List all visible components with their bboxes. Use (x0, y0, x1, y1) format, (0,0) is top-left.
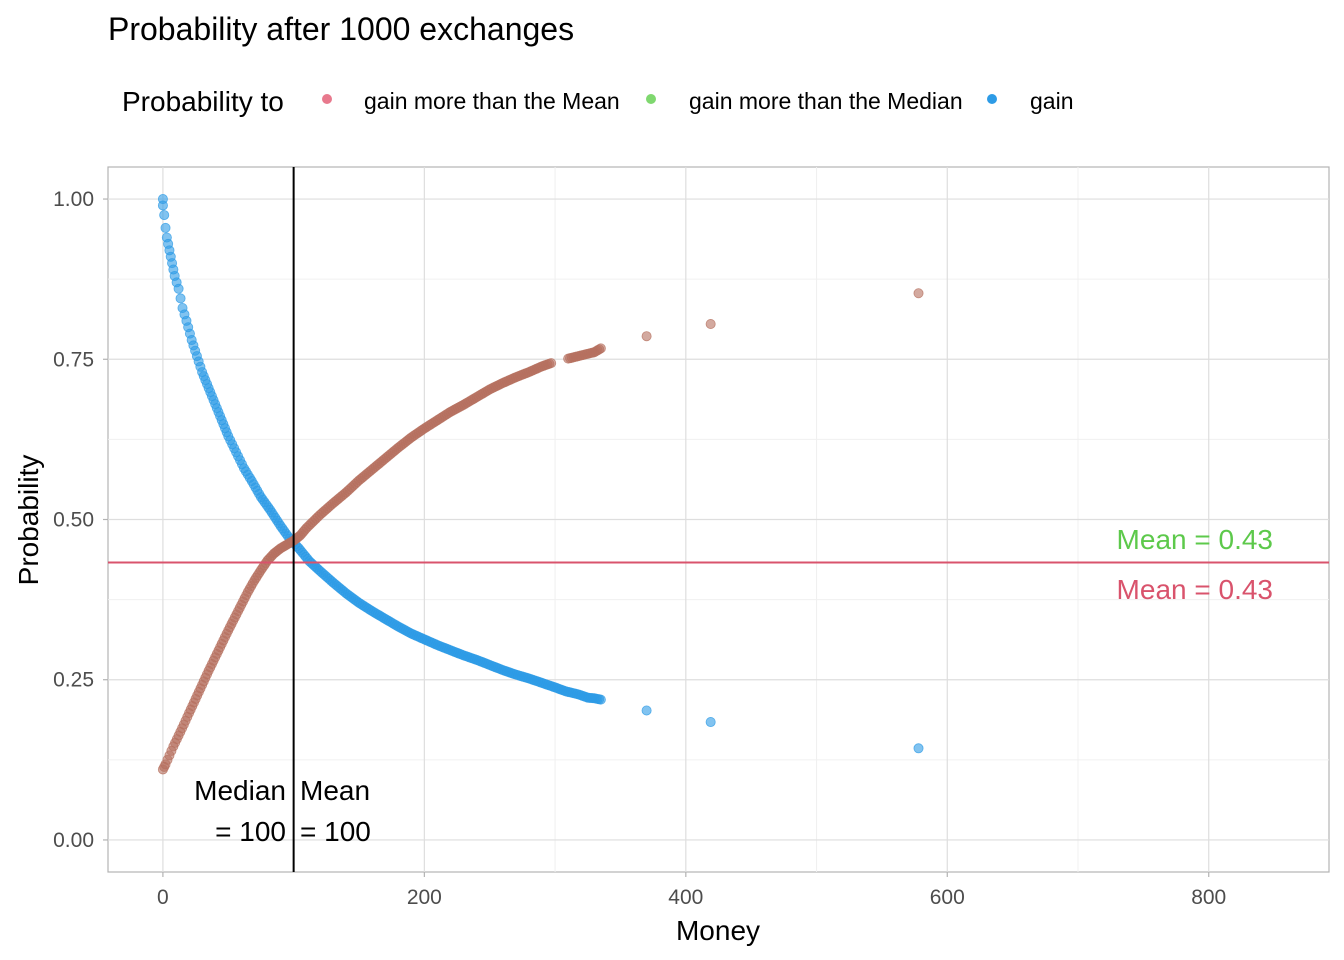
data-point (157, 200, 168, 211)
reference-lines (108, 167, 1329, 872)
legend-item-mean: gain more than the Mean (322, 88, 620, 114)
legend-key-median (646, 94, 656, 104)
legend-item-gain: gain (987, 88, 1073, 114)
chart-title: Probability after 1000 exchanges (108, 11, 574, 47)
y-tick-label: 0.25 (53, 669, 94, 692)
data-point (175, 293, 186, 304)
data-point (913, 743, 924, 754)
annotations: Median = 100 Mean = 100 Mean = 0.43 Mean… (194, 524, 1273, 847)
x-axis-title: Money (676, 915, 760, 946)
legend-label-median: gain more than the Median (689, 88, 963, 114)
median-annotation-line1: Median (194, 775, 286, 806)
x-tick-label: 0 (157, 886, 169, 909)
mean-label-red: Mean = 0.43 (1117, 574, 1273, 605)
data-point (641, 705, 652, 716)
y-tick-label: 1.00 (53, 188, 94, 211)
data-point (173, 283, 184, 294)
legend-label-gain: gain (1030, 88, 1073, 114)
mean-annotation-line1: Mean (300, 775, 370, 806)
legend-key-gain (987, 94, 997, 104)
mean-annotation-line2: = 100 (300, 816, 371, 847)
data-point (595, 694, 606, 705)
data-point (595, 343, 606, 354)
y-tick-label: 0.75 (53, 348, 94, 371)
y-tick-label: 0.50 (53, 509, 94, 532)
series-gain-more-than-the-mean (157, 288, 924, 775)
x-tick-label: 200 (407, 886, 442, 909)
legend-label-mean: gain more than the Mean (364, 88, 620, 114)
axis-ticks: 0 200 400 600 800 0.00 0.25 0.50 0.75 1.00 (53, 188, 1226, 909)
y-tick-label: 0.00 (53, 829, 94, 852)
x-tick-label: 400 (668, 886, 703, 909)
data-point (160, 222, 171, 233)
data-point (705, 319, 716, 330)
x-tick-label: 600 (930, 886, 965, 909)
legend-item-median: gain more than the Median (646, 88, 963, 114)
data-point (641, 331, 652, 342)
data-point (913, 288, 924, 299)
legend-title: Probability to (122, 86, 284, 117)
y-axis-title: Probability (13, 455, 44, 586)
median-annotation-line2: = 100 (215, 816, 286, 847)
data-point (705, 717, 716, 728)
legend: Probability to gain more than the Mean g… (122, 86, 1073, 117)
data-point (546, 358, 557, 369)
legend-key-mean (322, 94, 332, 104)
x-tick-label: 800 (1191, 886, 1226, 909)
data-point (159, 210, 170, 221)
mean-label-green: Mean = 0.43 (1117, 524, 1273, 555)
